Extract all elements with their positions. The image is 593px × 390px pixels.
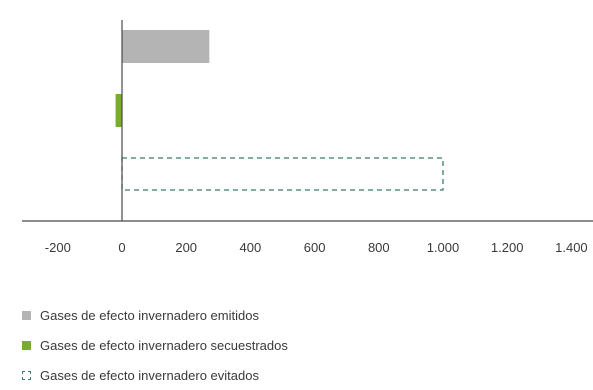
x-tick-label: 1.000 (427, 240, 460, 255)
x-tick-label: 1.200 (491, 240, 524, 255)
legend-swatch-evitados (22, 370, 31, 380)
legend-item-evitados: Gases de efecto invernadero evitados (22, 360, 288, 390)
x-tick-label: 0 (118, 240, 125, 255)
bar-emitidos (122, 30, 210, 63)
legend-label-emitidos: Gases de efecto invernadero emitidos (40, 307, 259, 323)
bar-secuestrados (115, 94, 122, 127)
legend-swatch-emitidos (22, 310, 31, 320)
x-tick-label: 1.400 (555, 240, 588, 255)
legend-swatch-secuestrados (22, 340, 31, 350)
legend-label-evitados: Gases de efecto invernadero evitados (40, 367, 259, 383)
x-tick-label: 200 (175, 240, 197, 255)
bars-group (115, 30, 444, 191)
x-tick-label: 800 (368, 240, 390, 255)
bar-evitados (121, 157, 444, 191)
x-tick-label: -200 (45, 240, 71, 255)
legend-label-secuestrados: Gases de efecto invernadero secuestrados (40, 337, 288, 353)
legend: Gases de efecto invernadero emitidos Gas… (22, 300, 288, 390)
legend-item-emitidos: Gases de efecto invernadero emitidos (22, 300, 288, 330)
x-tick-label: 600 (304, 240, 326, 255)
bar-chart: -200 0 200 400 600 800 1.000 1.200 1.400 (22, 20, 593, 255)
legend-item-secuestrados: Gases de efecto invernadero secuestrados (22, 330, 288, 360)
x-tick-label: 400 (240, 240, 262, 255)
x-tick-labels: -200 0 200 400 600 800 1.000 1.200 1.400 (45, 240, 588, 255)
